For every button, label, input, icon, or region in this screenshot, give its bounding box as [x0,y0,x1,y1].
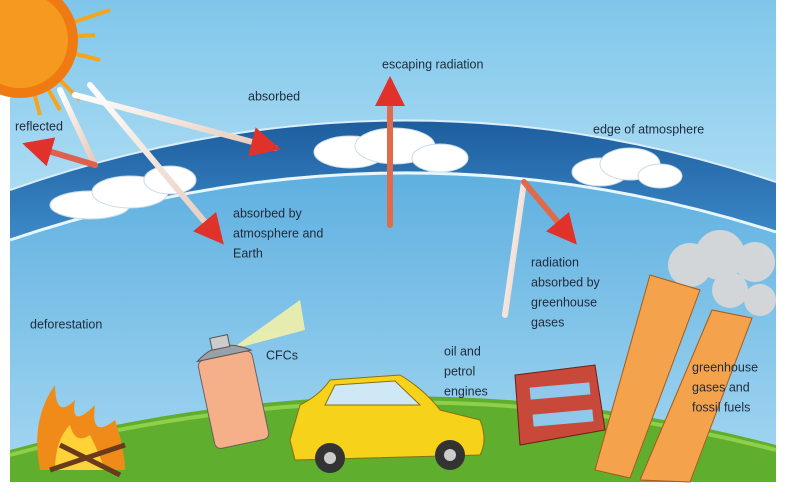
label: absorbed [248,89,300,103]
label: oil and [444,344,481,358]
label: gases [531,315,564,329]
label: CFCs [266,348,298,362]
label: absorbed by [531,275,601,289]
label: escaping radiation [382,57,484,71]
label: edge of atmosphere [593,122,704,136]
label: atmosphere and [233,226,323,240]
greenhouse-diagram: escaping radiation absorbed reflected ed… [0,0,788,489]
label: Earth [233,246,263,260]
label: engines [444,384,488,398]
label: deforestation [30,317,102,331]
label: radiation [531,255,579,269]
label: reflected [15,119,63,133]
label: greenhouse [531,295,597,309]
label: gases and [692,380,750,394]
label: greenhouse [692,360,758,374]
label: absorbed by [233,206,303,220]
label: petrol [444,364,475,378]
label: fossil fuels [692,400,750,414]
